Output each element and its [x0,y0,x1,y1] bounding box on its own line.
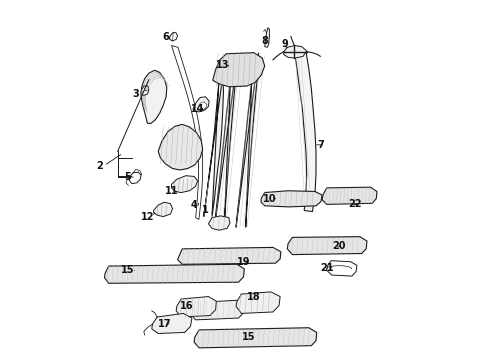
Polygon shape [197,102,207,111]
Text: 6: 6 [162,32,169,42]
Polygon shape [265,28,270,47]
Text: 13: 13 [216,60,229,70]
Polygon shape [287,237,367,255]
Polygon shape [194,328,317,348]
Text: 4: 4 [191,200,197,210]
Text: 8: 8 [261,36,268,46]
Polygon shape [294,51,316,212]
Text: 7: 7 [318,140,324,150]
Text: 20: 20 [332,241,346,251]
Text: 19: 19 [237,257,250,267]
Polygon shape [104,264,245,283]
Polygon shape [176,297,216,317]
Polygon shape [177,247,281,264]
Text: 22: 22 [349,199,362,210]
Text: 15: 15 [121,265,134,275]
Polygon shape [153,202,172,217]
Polygon shape [129,172,141,184]
Polygon shape [172,176,197,193]
Text: 5: 5 [124,172,131,182]
Text: 2: 2 [97,161,103,171]
Polygon shape [208,216,230,230]
Polygon shape [261,191,322,207]
Polygon shape [170,32,177,41]
Text: 21: 21 [321,263,334,273]
Polygon shape [158,125,203,170]
Polygon shape [236,292,280,314]
Text: 3: 3 [132,89,139,99]
Polygon shape [172,45,203,220]
Text: 1: 1 [202,206,209,216]
Text: 12: 12 [141,212,154,221]
Text: 15: 15 [242,332,255,342]
Polygon shape [141,70,167,123]
Text: 16: 16 [180,301,194,311]
Polygon shape [204,76,223,217]
Text: 17: 17 [158,319,171,329]
Polygon shape [152,314,192,333]
Polygon shape [141,86,149,95]
Text: 14: 14 [191,104,204,114]
Polygon shape [284,45,307,58]
Polygon shape [215,60,237,227]
Polygon shape [236,53,259,227]
Text: 11: 11 [165,186,178,197]
Text: 18: 18 [247,292,261,302]
Polygon shape [193,97,209,112]
Text: 10: 10 [263,194,277,204]
Polygon shape [327,261,357,276]
Polygon shape [145,86,149,91]
Polygon shape [191,300,245,320]
Polygon shape [322,187,377,204]
Text: 9: 9 [281,40,288,49]
Polygon shape [213,53,265,87]
